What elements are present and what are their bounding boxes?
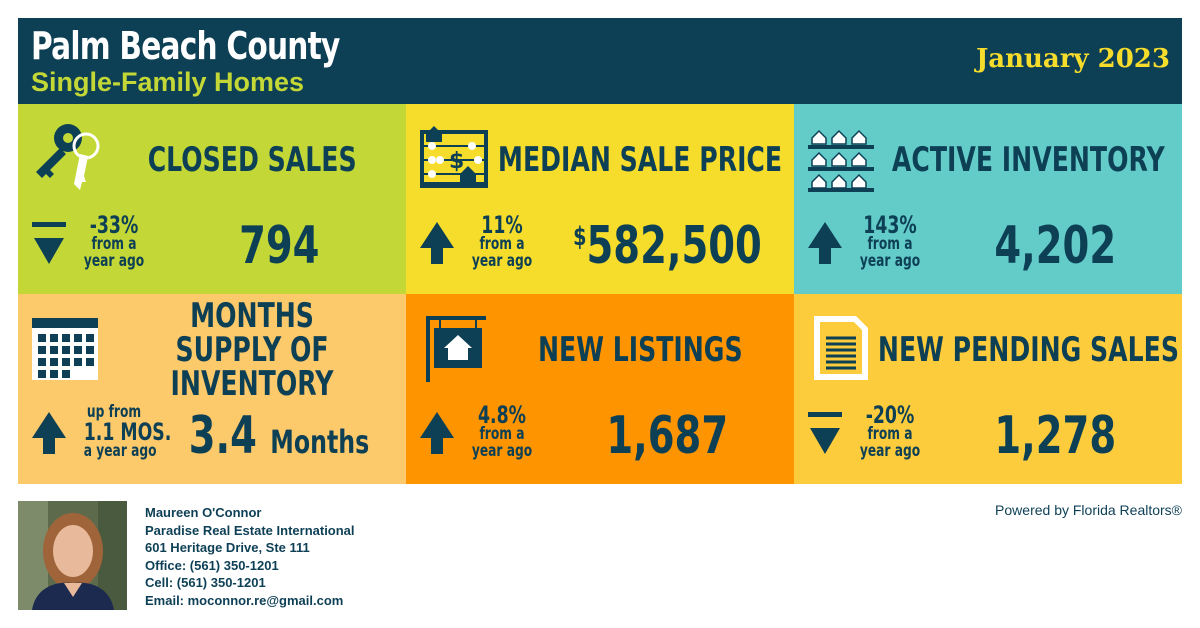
house-shelves-icon bbox=[806, 120, 876, 192]
tile-label: NEW LISTINGS bbox=[537, 330, 743, 370]
header-banner: Palm Beach County Single-Family Homes Ja… bbox=[18, 18, 1182, 104]
up-arrow-icon bbox=[806, 220, 844, 266]
stat-value: $582,500 bbox=[572, 216, 762, 276]
year-over-year-change: up from 1.1 MOS. a year ago bbox=[83, 402, 172, 461]
tile-new-pending-sales: NEW PENDING SALES -20% from a year ago 1… bbox=[794, 294, 1182, 484]
year-over-year-change: 4.8% from a year ago bbox=[471, 401, 533, 461]
county-title: Palm Beach County bbox=[31, 24, 340, 68]
agent-address: 601 Heritage Drive, Ste 111 bbox=[145, 540, 310, 556]
down-arrow-icon bbox=[30, 220, 68, 266]
year-over-year-change: 11% from a year ago bbox=[471, 211, 533, 271]
tile-label: NEW PENDING SALES bbox=[877, 330, 1179, 370]
calendar-icon bbox=[30, 310, 100, 382]
stat-value: 1,687 bbox=[606, 406, 728, 466]
house-sign-icon bbox=[418, 310, 488, 382]
abacus-icon: $ bbox=[418, 120, 488, 192]
tile-active-inventory: ACTIVE INVENTORY 143% from a year ago 4,… bbox=[794, 104, 1182, 294]
agent-company: Paradise Real Estate International bbox=[145, 522, 355, 538]
document-icon bbox=[806, 310, 876, 382]
stat-value: 3.4 Months bbox=[188, 406, 370, 466]
up-arrow-icon bbox=[418, 220, 456, 266]
year-over-year-change: 143% from a year ago bbox=[859, 211, 921, 271]
year-over-year-change: -33% from a year ago bbox=[83, 211, 145, 271]
keys-icon bbox=[30, 120, 100, 192]
agent-contact-block: Maureen O'Connor Paradise Real Estate In… bbox=[145, 504, 355, 610]
up-arrow-icon bbox=[418, 410, 456, 456]
tile-new-listings: NEW LISTINGS 4.8% from a year ago 1,687 bbox=[406, 294, 794, 484]
up-arrow-icon bbox=[30, 410, 68, 456]
agent-cell-phone: Cell: (561) 350-1201 bbox=[145, 575, 266, 591]
stats-grid: CLOSED SALES -33% from a year ago 794 bbox=[18, 104, 1182, 484]
tile-closed-sales: CLOSED SALES -33% from a year ago 794 bbox=[18, 104, 406, 294]
stat-value: 4,202 bbox=[994, 216, 1116, 276]
powered-by-text: Powered by Florida Realtors® bbox=[995, 502, 1182, 518]
agent-email[interactable]: Email: moconnor.re@gmail.com bbox=[145, 592, 344, 608]
agent-office-phone: Office: (561) 350-1201 bbox=[145, 557, 279, 573]
tile-label: MONTHS SUPPLY OF INVENTORY bbox=[170, 296, 334, 404]
agent-name: Maureen O'Connor bbox=[145, 505, 262, 520]
down-arrow-icon bbox=[806, 410, 844, 456]
svg-text:$: $ bbox=[449, 149, 464, 174]
stat-value: 1,278 bbox=[994, 406, 1116, 466]
tile-label: MEDIAN SALE PRICE bbox=[497, 140, 783, 180]
year-over-year-change: -20% from a year ago bbox=[859, 401, 921, 461]
report-date: January 2023 bbox=[975, 44, 1170, 74]
stat-value: 794 bbox=[238, 216, 320, 276]
tile-months-supply: MONTHS SUPPLY OF INVENTORY up from 1.1 M… bbox=[18, 294, 406, 484]
tile-label: CLOSED SALES bbox=[147, 140, 357, 180]
tile-median-sale-price: $ MEDIAN SALE PRICE 11% from a year ago … bbox=[406, 104, 794, 294]
property-type-subtitle: Single-Family Homes bbox=[31, 67, 305, 97]
tile-label: ACTIVE INVENTORY bbox=[891, 140, 1165, 180]
agent-photo bbox=[18, 501, 127, 610]
